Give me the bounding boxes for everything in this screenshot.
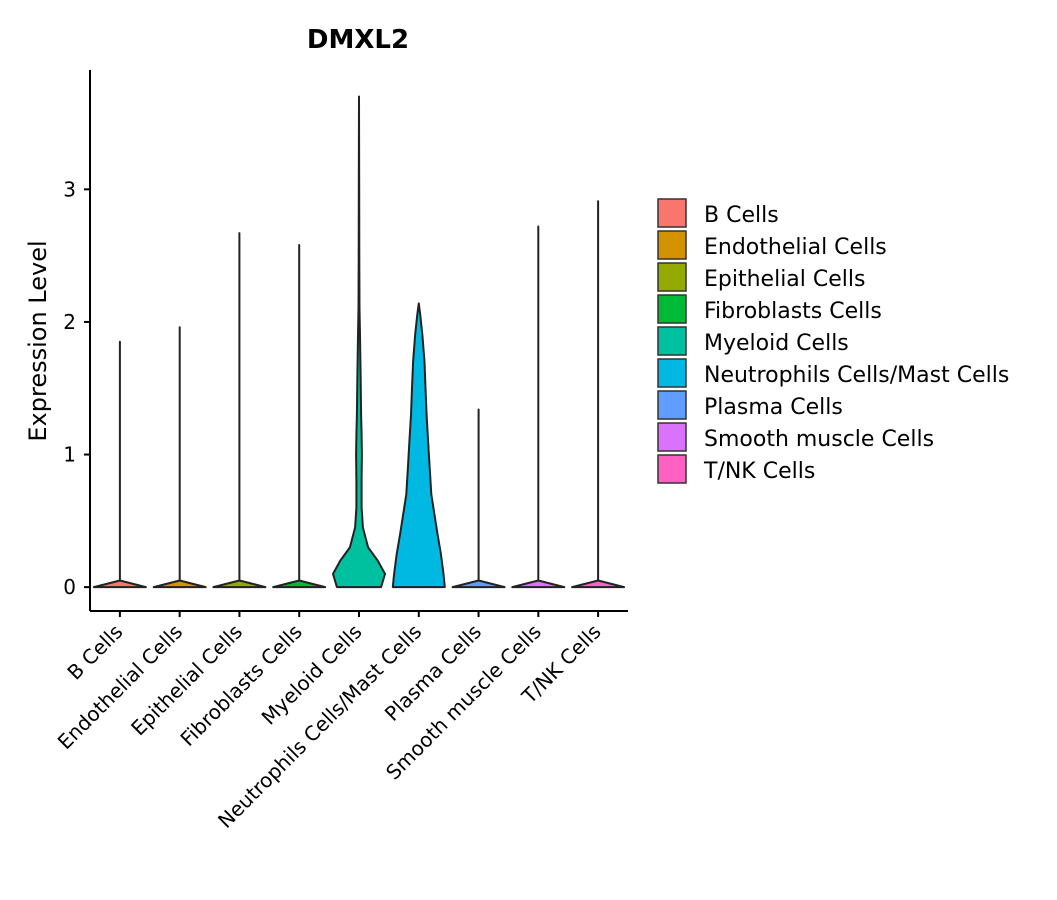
legend: B Cells Endothelial Cells Epithelial Cells… — [657, 198, 1009, 484]
y-tick-label: 0 — [63, 575, 76, 599]
violin-endothelial-cells — [152, 326, 207, 589]
legend-label: Neutrophils Cells/Mast Cells — [704, 363, 1009, 388]
legend-label: B Cells — [704, 203, 779, 228]
violin-t-nk-cells — [571, 200, 626, 589]
legend-swatch — [657, 198, 687, 228]
y-tick-label: 1 — [63, 443, 76, 467]
legend-label: Epithelial Cells — [704, 267, 865, 292]
violin-neutrophils-cells-mast-cells — [391, 302, 446, 589]
legend-swatch — [657, 294, 687, 324]
violin-plasma-cells — [451, 408, 506, 589]
legend-label: Myeloid Cells — [704, 331, 849, 356]
legend-swatch — [657, 390, 687, 420]
legend-label: Fibroblasts Cells — [704, 299, 882, 324]
violin-myeloid-cells — [332, 95, 386, 589]
violin-b-cells — [92, 340, 147, 589]
y-tick-label: 3 — [63, 177, 76, 201]
legend-swatch — [657, 422, 687, 452]
legend-swatch — [657, 230, 687, 260]
legend-label: Smooth muscle Cells — [704, 427, 934, 452]
chart-title: DMXL2 — [307, 25, 409, 55]
violin-fibroblasts-cells — [272, 244, 327, 589]
legend-label: Endothelial Cells — [704, 235, 887, 260]
legend-label: Plasma Cells — [704, 395, 843, 420]
violins-group — [92, 95, 626, 589]
legend-swatch — [657, 262, 687, 292]
violin-smooth-muscle-cells — [511, 225, 566, 589]
legend-swatch — [657, 358, 687, 388]
legend-swatch — [657, 326, 687, 356]
violin-epithelial-cells — [212, 232, 267, 589]
legend-swatch — [657, 454, 687, 484]
y-axis-title: Expression Level — [24, 240, 52, 441]
y-tick-label: 2 — [63, 310, 76, 334]
legend-label: T/NK Cells — [703, 459, 815, 484]
